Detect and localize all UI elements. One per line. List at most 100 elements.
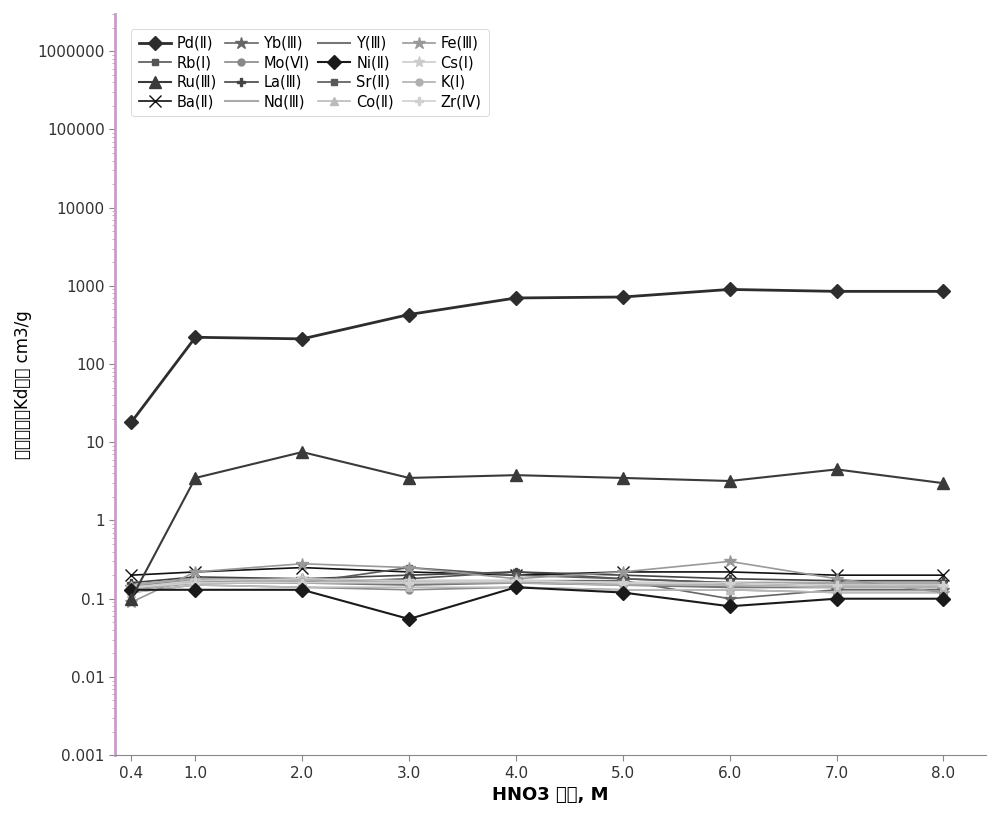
Ba(Ⅱ) [617, 567, 629, 577]
Sr(Ⅱ) [510, 570, 522, 580]
Nd(Ⅲ) [617, 578, 629, 587]
Pd(Ⅱ) [189, 332, 201, 342]
Zr(Ⅳ) [937, 580, 949, 590]
Co(Ⅱ) [724, 585, 736, 595]
Mo(Ⅵ) [125, 587, 137, 597]
La(Ⅲ) [189, 572, 201, 582]
Ru(Ⅲ) [831, 465, 843, 474]
La(Ⅲ) [510, 567, 522, 577]
Ru(Ⅲ) [510, 470, 522, 480]
Ba(Ⅱ) [296, 563, 308, 573]
K(I) [403, 578, 415, 587]
Zr(Ⅳ) [831, 580, 843, 590]
K(I) [617, 580, 629, 590]
Y(Ⅲ) [937, 582, 949, 592]
Ba(Ⅱ) [125, 570, 137, 580]
Mo(Ⅵ) [617, 585, 629, 595]
Sr(Ⅱ) [937, 580, 949, 590]
Co(Ⅱ) [831, 587, 843, 597]
Cs(I) [831, 582, 843, 592]
K(I) [510, 578, 522, 587]
Ba(Ⅱ) [724, 567, 736, 577]
Ni(Ⅱ) [403, 614, 415, 624]
Sr(Ⅱ) [125, 585, 137, 595]
Cs(I) [510, 576, 522, 586]
Rb(I) [724, 578, 736, 587]
Nd(Ⅲ) [189, 574, 201, 584]
Fe(Ⅲ) [831, 574, 843, 584]
Nd(Ⅲ) [296, 576, 308, 586]
Mo(Ⅵ) [510, 582, 522, 592]
Nd(Ⅲ) [831, 578, 843, 587]
Yb(Ⅲ) [831, 585, 843, 595]
X-axis label: HNO3 浓度, M: HNO3 浓度, M [492, 786, 609, 804]
Fe(Ⅲ) [724, 556, 736, 566]
Rb(I) [617, 574, 629, 584]
Fe(Ⅲ) [296, 559, 308, 569]
Sr(Ⅱ) [617, 574, 629, 584]
Co(Ⅱ) [617, 585, 629, 595]
Ru(Ⅲ) [296, 447, 308, 457]
La(Ⅲ) [831, 576, 843, 586]
Line: Ru(Ⅲ): Ru(Ⅲ) [126, 447, 949, 605]
Ru(Ⅲ) [617, 473, 629, 483]
Fe(Ⅲ) [125, 597, 137, 607]
Line: Ba(Ⅱ): Ba(Ⅱ) [126, 562, 949, 581]
La(Ⅲ) [937, 576, 949, 586]
Rb(I) [403, 574, 415, 584]
Line: Mo(Ⅵ): Mo(Ⅵ) [128, 582, 947, 596]
Line: Cs(I): Cs(I) [126, 573, 949, 593]
Ru(Ⅲ) [125, 594, 137, 604]
Zr(Ⅳ) [617, 578, 629, 587]
Fe(Ⅲ) [937, 587, 949, 597]
Line: Y(Ⅲ): Y(Ⅲ) [131, 581, 943, 587]
Cs(I) [617, 578, 629, 587]
Line: Ni(Ⅱ): Ni(Ⅱ) [126, 582, 948, 624]
Ni(Ⅱ) [510, 582, 522, 592]
Co(Ⅱ) [403, 582, 415, 592]
Ni(Ⅱ) [724, 601, 736, 611]
Line: Zr(Ⅳ): Zr(Ⅳ) [127, 577, 948, 591]
Ba(Ⅱ) [403, 567, 415, 577]
Nd(Ⅲ) [125, 580, 137, 590]
Zr(Ⅳ) [510, 576, 522, 586]
Co(Ⅱ) [296, 582, 308, 592]
K(I) [831, 582, 843, 592]
Ru(Ⅲ) [937, 479, 949, 488]
Fe(Ⅲ) [403, 563, 415, 573]
Mo(Ⅵ) [724, 585, 736, 595]
Pd(Ⅱ) [125, 417, 137, 427]
Cs(I) [724, 580, 736, 590]
Nd(Ⅲ) [724, 578, 736, 587]
Y(Ⅲ) [403, 580, 415, 590]
Nd(Ⅲ) [510, 576, 522, 586]
Ru(Ⅲ) [403, 473, 415, 483]
Line: Yb(Ⅲ): Yb(Ⅲ) [125, 573, 950, 605]
Yb(Ⅲ) [189, 574, 201, 584]
Cs(I) [937, 582, 949, 592]
Mo(Ⅵ) [831, 587, 843, 597]
Fe(Ⅲ) [189, 567, 201, 577]
Line: La(Ⅲ): La(Ⅲ) [127, 568, 948, 587]
Ni(Ⅱ) [617, 587, 629, 597]
Co(Ⅱ) [510, 582, 522, 592]
Pd(Ⅱ) [617, 292, 629, 302]
Y(Ⅲ) [617, 580, 629, 590]
Nd(Ⅲ) [937, 578, 949, 587]
Ni(Ⅱ) [937, 594, 949, 604]
Rb(I) [125, 580, 137, 590]
K(I) [125, 585, 137, 595]
Mo(Ⅵ) [189, 580, 201, 590]
Yb(Ⅲ) [125, 582, 137, 592]
Y(Ⅲ) [189, 576, 201, 586]
Nd(Ⅲ) [403, 578, 415, 587]
Pd(Ⅱ) [296, 334, 308, 344]
Line: Sr(Ⅱ): Sr(Ⅱ) [128, 564, 947, 593]
Yb(Ⅲ) [296, 574, 308, 584]
Co(Ⅱ) [937, 587, 949, 597]
Mo(Ⅵ) [296, 582, 308, 592]
Pd(Ⅱ) [510, 293, 522, 303]
Ni(Ⅱ) [125, 585, 137, 595]
Line: Nd(Ⅲ): Nd(Ⅲ) [131, 579, 943, 585]
Ni(Ⅱ) [296, 585, 308, 595]
